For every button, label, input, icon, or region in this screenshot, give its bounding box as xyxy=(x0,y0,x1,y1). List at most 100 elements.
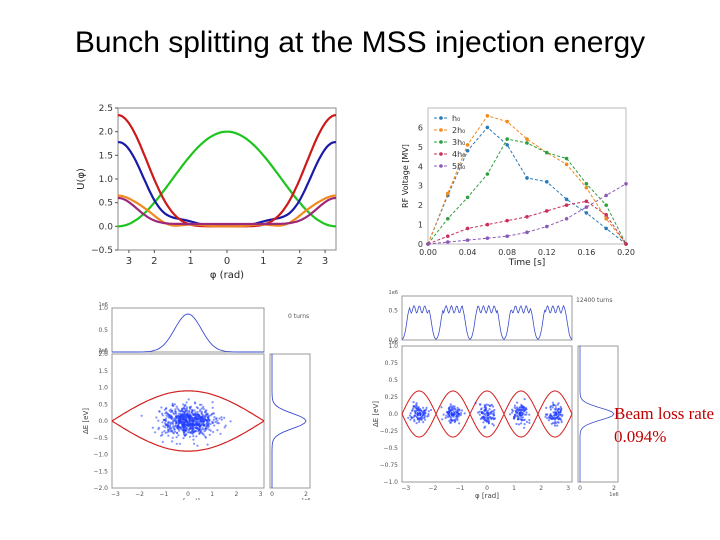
right-histogram-frame xyxy=(269,353,311,489)
particle xyxy=(441,418,444,421)
particle xyxy=(188,431,191,434)
particle xyxy=(456,408,459,411)
particle xyxy=(206,413,209,416)
bucket-separatrix-upper xyxy=(503,390,539,415)
particle xyxy=(182,426,185,429)
particle xyxy=(214,420,217,423)
particle xyxy=(487,420,490,423)
legend-marker xyxy=(439,164,443,168)
particle xyxy=(171,402,174,405)
particle xyxy=(229,420,232,423)
particle xyxy=(177,434,180,437)
particle xyxy=(511,408,514,411)
particle xyxy=(193,401,197,404)
particle xyxy=(191,412,194,415)
particle xyxy=(175,442,178,445)
particle xyxy=(415,422,418,425)
particle xyxy=(549,405,553,408)
particle xyxy=(551,401,555,404)
particle xyxy=(173,403,176,406)
particle xyxy=(191,430,194,433)
particle xyxy=(525,411,528,414)
particle xyxy=(171,436,174,439)
particle xyxy=(207,417,210,420)
particle xyxy=(459,413,462,417)
particle xyxy=(198,428,202,431)
y-tick-label: 1.0 xyxy=(388,343,398,350)
particle xyxy=(525,420,529,423)
particle xyxy=(450,406,453,409)
potential-well-chart: −0.5 0.0 0.5 1.0 1.5 2.0 2.5 3 2 1 0 1 2 3 φ (rad) U(φ) xyxy=(76,104,337,281)
particle xyxy=(196,426,199,429)
data-point xyxy=(446,240,450,244)
x-tick-label: 2 xyxy=(234,491,238,498)
particle xyxy=(216,421,219,425)
y-tick-label: 0.5 xyxy=(388,377,398,384)
particle xyxy=(181,407,184,410)
particle xyxy=(208,428,211,431)
data-point xyxy=(604,213,608,217)
particle xyxy=(442,413,445,416)
particle xyxy=(223,416,226,419)
particle xyxy=(516,406,519,409)
x-tick-label: 0.20 xyxy=(617,248,635,257)
data-point xyxy=(584,181,589,186)
particle xyxy=(478,413,481,416)
particle xyxy=(177,419,181,422)
y-tick-label: −2.0 xyxy=(93,485,108,492)
particle xyxy=(556,424,559,427)
particle xyxy=(487,412,490,415)
particle xyxy=(189,406,192,409)
x-tick-label: 0.12 xyxy=(538,248,556,257)
particle xyxy=(194,430,197,433)
particle xyxy=(185,406,188,409)
particle xyxy=(166,431,169,434)
particle xyxy=(167,415,170,418)
particle xyxy=(209,429,212,432)
particle xyxy=(157,428,160,431)
particle xyxy=(449,417,452,420)
particle xyxy=(208,433,211,436)
particle xyxy=(483,406,486,409)
particle xyxy=(220,418,223,421)
x-tick-label: −3 xyxy=(111,491,120,498)
particle xyxy=(554,408,557,411)
data-point xyxy=(485,113,490,118)
particle xyxy=(178,412,181,415)
top-histogram-line xyxy=(401,304,573,340)
particle xyxy=(220,416,223,419)
x-tick-label: 1 xyxy=(187,256,193,267)
particle xyxy=(523,426,526,429)
particle xyxy=(161,412,164,415)
particle xyxy=(548,417,551,420)
particle xyxy=(517,416,520,419)
particle xyxy=(215,418,218,421)
data-point xyxy=(446,216,450,221)
particle xyxy=(519,406,522,409)
particle xyxy=(513,413,516,417)
particle xyxy=(163,430,166,433)
particle xyxy=(196,413,199,416)
data-point xyxy=(505,234,509,239)
y-tick-label: 0 xyxy=(418,240,423,249)
legend-label: 4h₀ xyxy=(452,150,465,159)
x-tick-label: 3 xyxy=(259,491,263,498)
particle xyxy=(213,424,216,427)
particle xyxy=(170,430,174,433)
particle xyxy=(175,421,178,424)
data-point xyxy=(604,193,608,198)
right-hist-tick: 2 xyxy=(304,491,308,498)
particle xyxy=(155,416,158,419)
particle xyxy=(188,435,192,438)
x-tick-label: 3 xyxy=(322,256,328,267)
legend-marker xyxy=(439,116,443,120)
data-point xyxy=(525,176,529,180)
particle xyxy=(171,409,174,413)
data-point xyxy=(465,143,470,147)
particle xyxy=(480,407,483,410)
particle xyxy=(184,414,187,417)
series-line-orange xyxy=(117,194,337,228)
data-point xyxy=(485,172,490,176)
particle xyxy=(182,403,185,406)
x-tick-label: −2 xyxy=(428,485,437,492)
